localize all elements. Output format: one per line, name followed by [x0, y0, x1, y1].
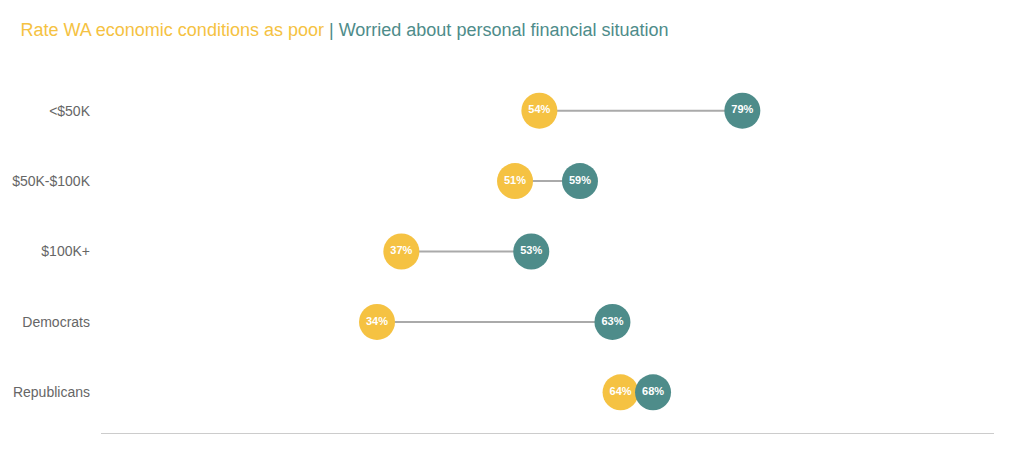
svg-text:64%: 64% — [610, 385, 632, 397]
svg-text:54%: 54% — [528, 103, 550, 115]
svg-text:53%: 53% — [520, 244, 542, 256]
svg-text:63%: 63% — [601, 315, 623, 327]
svg-text:59%: 59% — [569, 174, 591, 186]
svg-text:<$50K: <$50K — [49, 103, 91, 119]
svg-text:34%: 34% — [366, 315, 388, 327]
svg-text:$50K-$100K: $50K-$100K — [12, 173, 91, 189]
svg-text:37%: 37% — [390, 244, 412, 256]
svg-text:51%: 51% — [504, 174, 526, 186]
svg-text:$100K+: $100K+ — [41, 243, 90, 259]
svg-text:Rate WA economic conditions as: Rate WA economic conditions as poor | Wo… — [20, 20, 668, 40]
svg-text:Republicans: Republicans — [13, 384, 90, 400]
svg-text:Democrats: Democrats — [22, 314, 90, 330]
svg-text:68%: 68% — [642, 385, 664, 397]
svg-text:79%: 79% — [731, 103, 753, 115]
